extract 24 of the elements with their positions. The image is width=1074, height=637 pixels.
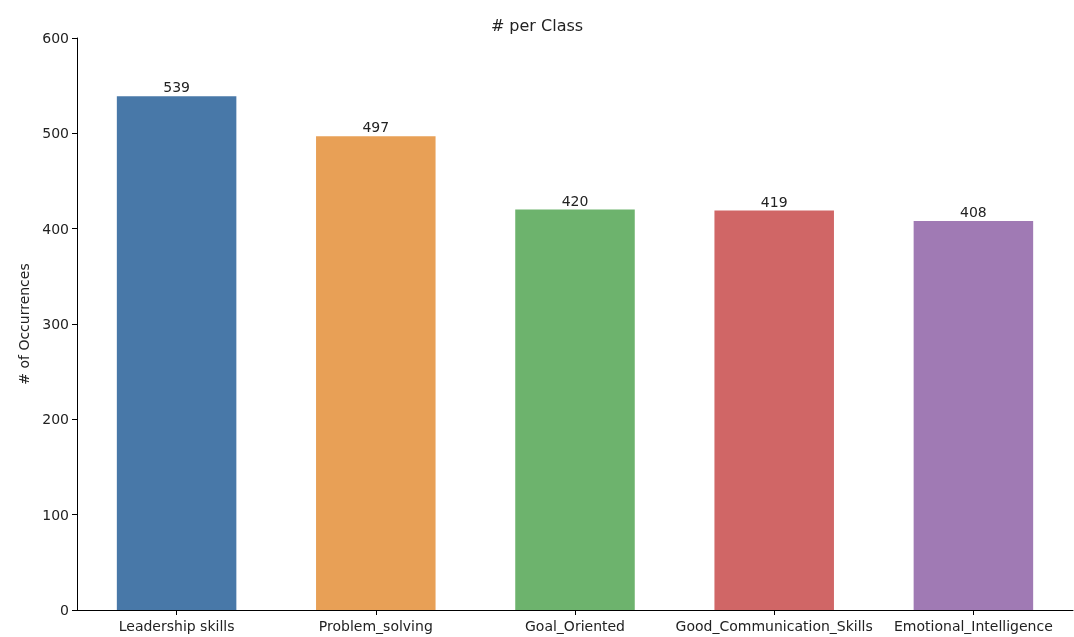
x-tick-label: Emotional_Intelligence (894, 618, 1053, 634)
chart-title: # per Class (490, 15, 584, 35)
bar (714, 210, 834, 610)
data-label: 408 (960, 204, 987, 221)
y-tick-label: 0 (60, 602, 69, 618)
x-tick-label: Good_Communication_Skills (675, 618, 873, 634)
y-tick-label: 600 (42, 30, 69, 46)
bar (316, 136, 436, 610)
y-tick-label: 300 (42, 316, 69, 332)
data-label: 539 (163, 79, 190, 96)
data-label: 420 (561, 192, 589, 209)
data-label: 497 (362, 119, 390, 136)
bar (515, 209, 635, 610)
x-tick-label: Leadership skills (118, 618, 235, 634)
y-tick-label: 500 (42, 125, 69, 142)
bar (116, 96, 237, 610)
x-tick-label: Problem_solving (318, 618, 433, 634)
y-tick-label: 100 (42, 506, 69, 523)
y-axis-title: # of Occurrences (16, 263, 33, 385)
data-label: 419 (760, 193, 788, 210)
y-tick-label: 400 (42, 220, 69, 237)
x-tick-label: Goal_Oriented (524, 618, 626, 634)
bar (913, 221, 1034, 610)
y-tick-label: 200 (42, 411, 69, 428)
